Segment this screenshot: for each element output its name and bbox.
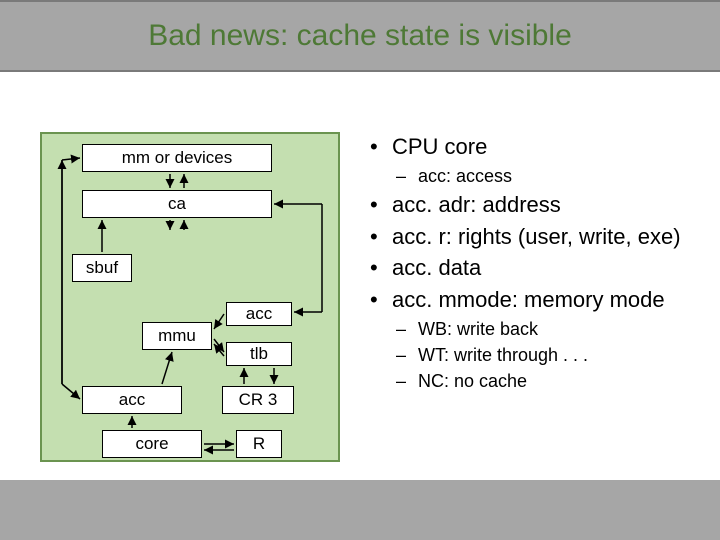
box-label: ca [168,194,186,214]
bullet-acc-data: acc. data [370,253,700,283]
bullet-acc-access: acc: access [370,164,700,188]
box-label: mmu [158,326,196,346]
box-sbuf: sbuf [72,254,132,282]
diagram-panel: mm or devices ca sbuf mmu acc tlb acc CR… [40,132,340,462]
bullet-nc: NC: no cache [370,369,700,393]
box-r: R [236,430,282,458]
box-label: R [253,434,265,454]
bullet-wb: WB: write back [370,317,700,341]
diagram-arrows [42,134,342,464]
box-tlb: tlb [226,342,292,366]
box-mmu: mmu [142,322,212,350]
box-cr3: CR 3 [222,386,294,414]
box-acc-left: acc [82,386,182,414]
box-acc-right: acc [226,302,292,326]
bullet-cpu-core: CPU core [370,132,700,162]
bullet-wt: WT: write through . . . [370,343,700,367]
box-label: tlb [250,344,268,364]
box-label: acc [246,304,272,324]
box-core: core [102,430,202,458]
box-label: mm or devices [122,148,233,168]
title-bar: Bad news: cache state is visible [0,0,720,72]
box-mm-or-devices: mm or devices [82,144,272,172]
box-label: sbuf [86,258,118,278]
box-label: CR 3 [239,390,278,410]
footer-bar [0,480,720,540]
bullet-acc-adr: acc. adr: address [370,190,700,220]
bullet-acc-mmode: acc. mmode: memory mode [370,285,700,315]
page-title: Bad news: cache state is visible [148,19,572,53]
box-label: core [135,434,168,454]
box-label: acc [119,390,145,410]
bullet-acc-r: acc. r: rights (user, write, exe) [370,222,700,252]
box-ca: ca [82,190,272,218]
content-area: mm or devices ca sbuf mmu acc tlb acc CR… [0,72,720,480]
bullet-list: CPU core acc: access acc. adr: address a… [370,132,700,396]
